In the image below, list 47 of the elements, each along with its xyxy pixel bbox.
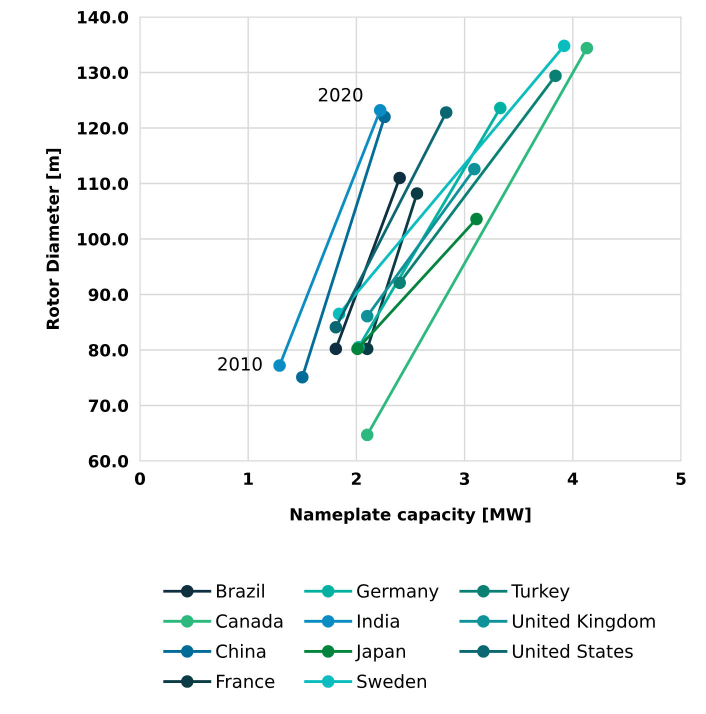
point bbox=[374, 104, 386, 116]
point bbox=[440, 106, 452, 119]
point bbox=[558, 40, 570, 52]
x-tick-label: 3 bbox=[460, 472, 470, 486]
legend-label: Turkey bbox=[511, 584, 570, 602]
y-tick-label: 110.0 bbox=[78, 177, 128, 190]
legend-label: Sweden bbox=[357, 674, 426, 688]
x-tick-label: 5 bbox=[676, 472, 686, 486]
legend-label: Canada bbox=[216, 614, 282, 628]
point bbox=[470, 212, 483, 226]
legend-label: United Kingdom bbox=[512, 614, 655, 632]
legend-label: Brazil bbox=[217, 584, 264, 598]
y-tick-label: 80.0 bbox=[88, 344, 128, 357]
y-tick-label: 130.0 bbox=[78, 66, 128, 80]
y-tick-label: 70.0 bbox=[88, 399, 128, 412]
point bbox=[393, 276, 406, 290]
annotation: 2020 bbox=[318, 88, 362, 102]
point bbox=[393, 172, 406, 184]
x-tick-label: 1 bbox=[244, 472, 253, 485]
point bbox=[330, 320, 342, 334]
legend-label: United States bbox=[512, 644, 633, 658]
point bbox=[330, 342, 342, 356]
x-tick-label: 4 bbox=[568, 472, 578, 485]
x-axis-title: Nameplate capacity [MW] bbox=[290, 508, 530, 524]
point bbox=[296, 370, 309, 384]
point bbox=[360, 310, 374, 322]
point bbox=[494, 102, 507, 114]
x-tick-label: 0 bbox=[135, 472, 145, 486]
point bbox=[580, 42, 594, 54]
y-tick-label: 120.0 bbox=[78, 122, 128, 135]
y-axis-title: Rotor Diameter [m] bbox=[46, 148, 62, 330]
x-tick-label: 2 bbox=[352, 472, 361, 485]
point bbox=[360, 428, 374, 442]
legend-label: India bbox=[358, 614, 399, 628]
legend-label: France bbox=[217, 674, 274, 688]
point bbox=[549, 70, 562, 82]
y-tick-label: 140.0 bbox=[78, 10, 128, 24]
y-tick-label: 60.0 bbox=[88, 454, 128, 468]
annotation: 2010 bbox=[218, 357, 262, 371]
point bbox=[410, 187, 424, 200]
legend-label: Japan bbox=[355, 644, 405, 662]
point bbox=[468, 162, 481, 176]
point bbox=[273, 359, 286, 372]
legend-label: China bbox=[216, 644, 266, 658]
y-tick-label: 100.0 bbox=[78, 232, 128, 246]
y-tick-label: 90.0 bbox=[88, 288, 128, 302]
legend-label: Germany bbox=[357, 584, 439, 602]
